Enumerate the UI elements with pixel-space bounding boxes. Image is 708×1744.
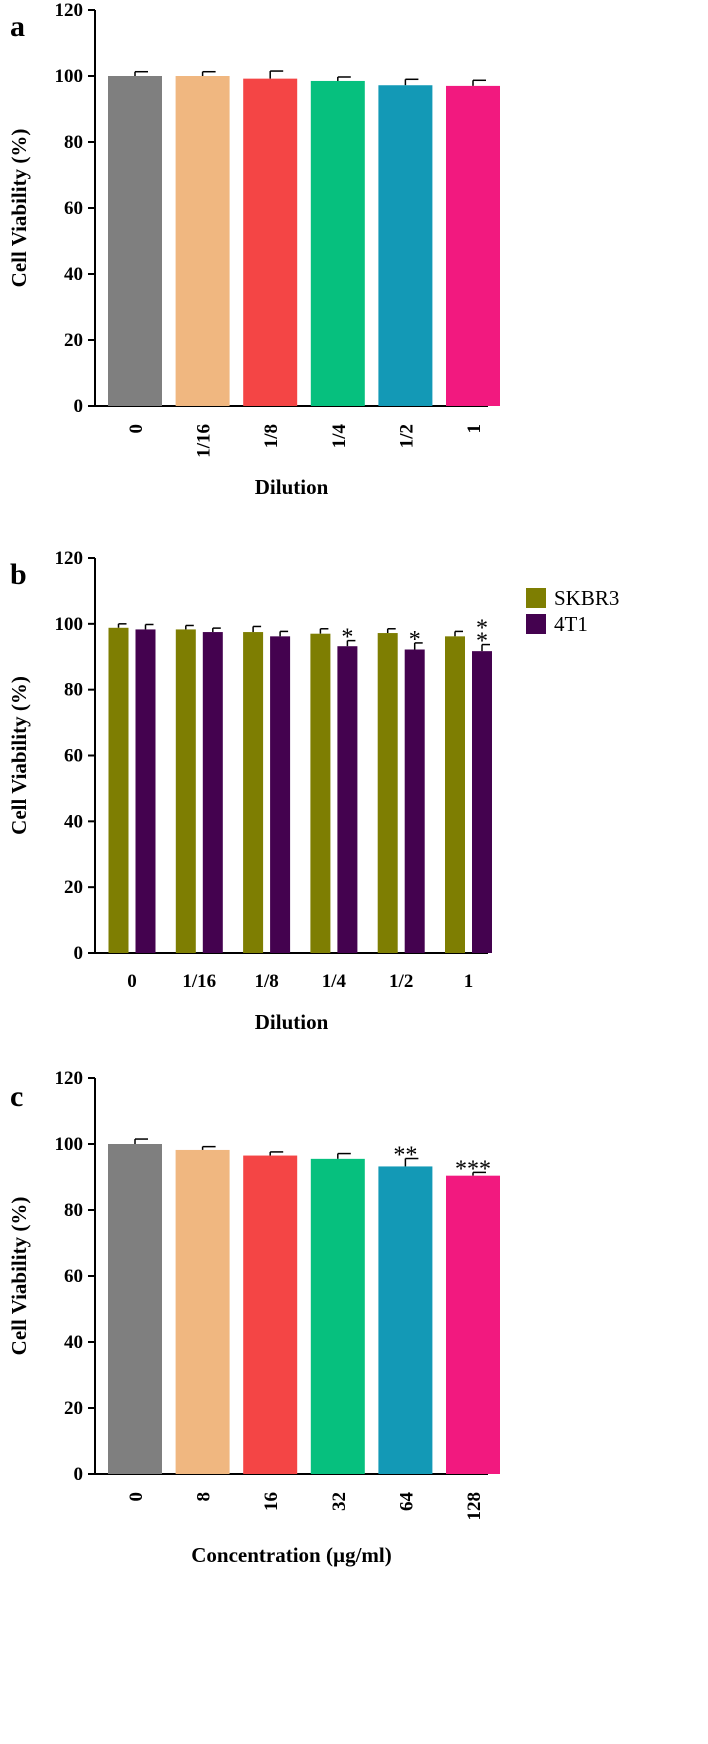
x-axis-title: Dilution: [255, 475, 329, 499]
y-tick-label: 20: [64, 877, 83, 898]
x-tick-label: 64: [396, 1492, 417, 1512]
y-tick-label: 100: [55, 614, 84, 635]
panel-letter: a: [10, 10, 25, 43]
x-tick-label: 1/16: [194, 424, 215, 458]
bar-significance: **: [393, 1143, 417, 1169]
bar-skbr3: [243, 632, 264, 953]
bar-4t1-significance: *: [409, 627, 421, 653]
bar: [378, 1166, 433, 1474]
panel-letter: c: [10, 1080, 23, 1113]
bar: [108, 1144, 162, 1474]
bar: [243, 1155, 298, 1474]
bar-4t1: [472, 651, 492, 953]
bar-4t1: [404, 649, 425, 953]
x-tick-label: 8: [194, 1492, 215, 1502]
bar-4t1: [135, 629, 156, 953]
y-tick-label: 80: [64, 1200, 83, 1221]
x-tick-label: 0: [126, 1492, 147, 1502]
bar-4t1-significance: *: [341, 625, 353, 651]
x-tick-label: 1/2: [389, 971, 413, 992]
y-tick-label: 0: [74, 396, 84, 417]
bar-skbr3: [108, 627, 129, 953]
x-tick-label: 1/8: [254, 971, 278, 992]
bar: [175, 76, 230, 406]
y-axis-title: Cell Viability (%): [7, 676, 31, 835]
bar: [175, 1149, 230, 1474]
bar-4t1-significance: *: [476, 629, 488, 655]
bar: [243, 78, 298, 406]
bar-skbr3: [445, 636, 465, 953]
x-tick-label: 1: [464, 424, 485, 434]
y-tick-label: 40: [64, 264, 83, 285]
y-tick-label: 80: [64, 132, 83, 153]
y-tick-label: 100: [55, 1134, 84, 1155]
y-tick-label: 60: [64, 198, 83, 219]
bar-skbr3: [175, 629, 196, 953]
bar: [108, 76, 162, 406]
y-tick-label: 40: [64, 1332, 83, 1353]
bar-4t1: [202, 632, 223, 953]
x-axis-title: Concentration (µg/ml): [191, 1543, 391, 1567]
y-axis-title: Cell Viability (%): [7, 129, 31, 288]
x-tick-label: 1/16: [182, 971, 216, 992]
bar-4t1: [270, 636, 291, 953]
x-tick-label: 0: [127, 971, 137, 992]
x-tick-label: 16: [261, 1492, 282, 1511]
bar: [378, 85, 433, 407]
x-tick-label: 1/4: [329, 424, 350, 449]
bar: [446, 1175, 500, 1474]
y-tick-label: 60: [64, 746, 83, 767]
y-tick-label: 0: [74, 943, 84, 964]
x-tick-label: 32: [329, 1492, 350, 1511]
y-tick-label: 100: [55, 66, 84, 87]
x-tick-label: 1: [464, 971, 474, 992]
y-axis-title: Cell Viability (%): [7, 1197, 31, 1356]
x-tick-label: 128: [464, 1492, 485, 1521]
legend-label: 4T1: [554, 612, 588, 636]
bar: [310, 1158, 365, 1474]
y-tick-label: 120: [55, 1068, 84, 1089]
y-tick-label: 80: [64, 680, 83, 701]
bar-skbr3: [310, 633, 331, 953]
panel-a: a 0 20 40 60 80 100 120 Cell Viability (%) Diluti…: [7, 0, 500, 499]
legend-swatch: [526, 588, 546, 608]
y-tick-label: 120: [55, 0, 84, 21]
bar: [310, 80, 365, 406]
y-tick-label: 0: [74, 1464, 84, 1485]
legend-label: SKBR3: [554, 586, 619, 610]
y-tick-label: 120: [55, 548, 84, 569]
legend-swatch: [526, 614, 546, 634]
bar-significance: ***: [455, 1156, 491, 1182]
x-tick-label: 1/2: [396, 424, 417, 448]
bar-4t1: [337, 646, 358, 953]
x-tick-label: 0: [126, 424, 147, 434]
panel-b: b 0 20 40 60 80 100 120 Cell Viability (%) Diluti…: [7, 548, 619, 1034]
x-tick-label: 1/8: [261, 424, 282, 448]
x-axis-title: Dilution: [255, 1010, 329, 1034]
bar-skbr3: [377, 633, 398, 953]
y-tick-label: 20: [64, 330, 83, 351]
panel-letter: b: [10, 558, 27, 591]
y-tick-label: 60: [64, 1266, 83, 1287]
bar-4t1-significance: *: [476, 616, 488, 642]
bar: [446, 85, 500, 407]
y-tick-label: 20: [64, 1398, 83, 1419]
x-tick-label: 1/4: [322, 971, 347, 992]
y-tick-label: 40: [64, 811, 83, 832]
